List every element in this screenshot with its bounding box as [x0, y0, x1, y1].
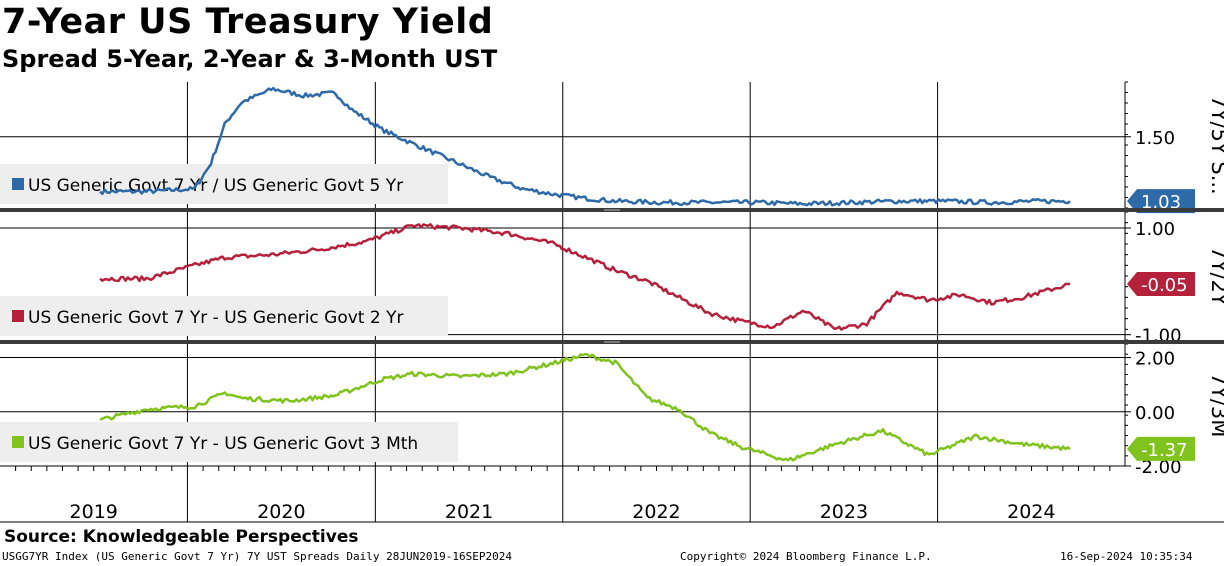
- chart-subtitle: Spread 5-Year, 2-Year & 3-Month UST: [2, 45, 498, 73]
- legend-swatch: [12, 310, 24, 322]
- source-note: Source: Knowledgeable Perspectives: [4, 527, 359, 547]
- footer-timestamp: 16-Sep-2024 10:35:34: [1060, 550, 1193, 563]
- footer-index-info: USGG7YR Index (US Generic Govt 7 Yr) 7Y …: [2, 550, 512, 563]
- x-tick-label: 2024: [1007, 501, 1055, 523]
- y-tick-label: -2.00: [1135, 457, 1182, 478]
- series-line: [99, 352, 1071, 462]
- legend-label: US Generic Govt 7 Yr / US Generic Govt 5…: [28, 176, 403, 196]
- legend-label: US Generic Govt 7 Yr - US Generic Govt 3…: [28, 434, 418, 454]
- panel-1: 1.50 US Generic Govt 7 Yr / US Generic Go…: [0, 81, 1224, 214]
- x-tick-label: 2023: [820, 501, 868, 523]
- series-line: [99, 223, 1071, 331]
- legend-label: US Generic Govt 7 Yr - US Generic Govt 2…: [28, 308, 403, 328]
- legend-box: [0, 422, 458, 462]
- last-value-label: 1.03: [1141, 192, 1181, 213]
- chart-title: 7-Year US Treasury Yield: [2, 2, 494, 42]
- last-value-label: -1.37: [1141, 440, 1188, 461]
- series-line: [99, 86, 1071, 207]
- legend-box: [0, 164, 448, 204]
- y-tick-label: 1.50: [1135, 128, 1175, 149]
- last-value-badge: [1127, 189, 1195, 214]
- last-value-badge: [1127, 436, 1195, 461]
- y-tick-label: 2.00: [1135, 349, 1175, 370]
- last-value-label: -0.05: [1141, 275, 1188, 296]
- x-tick-label: 2021: [445, 501, 493, 523]
- y-tick-label: 0.00: [1135, 403, 1175, 424]
- x-tick-label: 2020: [257, 501, 305, 523]
- legend-swatch: [12, 178, 24, 190]
- x-tick-label: 2019: [70, 501, 118, 523]
- legend-box: [0, 296, 448, 336]
- x-tick-label: 2022: [632, 501, 680, 523]
- footer-copyright: Copyright© 2024 Bloomberg Finance L.P.: [680, 550, 932, 563]
- panel-3: 2.00 0.00 -2.00 US Generic Govt 7 Yr - US G…: [0, 343, 1224, 478]
- panel-label: 7Y/2Y: [1207, 246, 1224, 306]
- panel-label: 7Y/3M: [1207, 373, 1224, 438]
- panel-label: 7Y/5Y S...: [1207, 95, 1224, 194]
- last-value-badge: [1127, 272, 1195, 296]
- y-tick-label: 1.00: [1135, 219, 1175, 240]
- legend-swatch: [12, 436, 24, 448]
